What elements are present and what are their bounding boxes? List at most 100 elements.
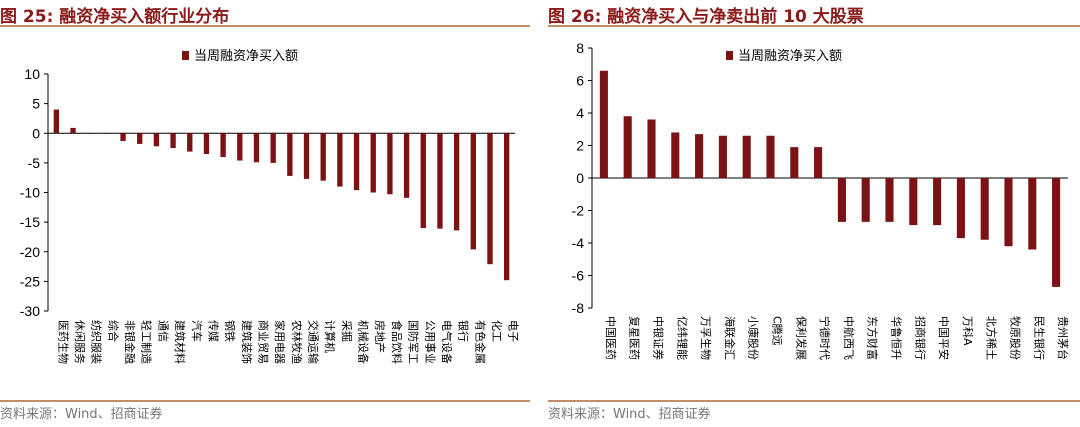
bar: [87, 133, 93, 134]
category-label: 商业贸易: [256, 320, 270, 364]
category-label: 银行: [457, 320, 471, 342]
bar: [695, 134, 704, 178]
bar: [337, 133, 343, 187]
y-tick-label: -10: [20, 185, 40, 201]
bar: [220, 133, 226, 157]
y-tick-label: -15: [20, 214, 40, 230]
category-label: C腾远: [771, 316, 785, 346]
category-label: 非银金融: [123, 320, 137, 364]
legend-swatch: [726, 51, 733, 60]
category-label: 国防军工: [407, 320, 421, 364]
category-label: 食品饮料: [390, 320, 404, 364]
bar: [453, 133, 460, 231]
category-label: 民生银行: [1032, 316, 1046, 360]
category-label: 东方财富: [866, 316, 880, 360]
title-divider: [548, 25, 1080, 27]
category-label: 亿纬锂能: [675, 316, 689, 360]
category-label: 中航西飞: [842, 316, 856, 360]
bar: [120, 133, 126, 141]
legend-label: 当周融资净买入额: [194, 49, 298, 64]
bar: [103, 133, 110, 134]
category-label: 招商银行: [913, 316, 927, 360]
bar: [253, 133, 260, 163]
y-tick-label: 4: [576, 105, 584, 121]
category-label: 传媒: [206, 320, 219, 342]
bar: [303, 133, 310, 179]
category-label: 中国医药: [604, 316, 617, 360]
bar: [237, 133, 243, 161]
bar: [742, 135, 751, 178]
y-tick-label: 2: [576, 138, 584, 154]
category-label: 汽车: [190, 320, 204, 342]
y-tick-label: -6: [572, 268, 585, 284]
source-note: 资料来源：Wind、招商证券: [0, 407, 163, 422]
category-label: 电子: [507, 320, 520, 342]
y-tick-label: -20: [20, 244, 40, 260]
category-label: 中银证券: [652, 316, 666, 360]
category-label: 电气设备: [440, 320, 454, 364]
chart-title: 图 25: 融资净买入额行业分布: [0, 7, 230, 27]
y-tick-label: -2: [572, 203, 585, 219]
y-tick-label: 5: [32, 96, 40, 112]
category-label: 通信: [156, 320, 169, 342]
y-tick-label: -30: [20, 303, 40, 319]
bar: [320, 133, 326, 181]
bar: [53, 109, 60, 134]
bar: [137, 133, 143, 144]
y-tick-label: -8: [572, 300, 585, 316]
y-tick-label: 6: [576, 73, 584, 89]
y-tick-label: 0: [576, 170, 584, 186]
category-label: 中国平安: [937, 316, 951, 360]
chart-title: 图 26: 融资净买入与净卖出前 10 大股票: [548, 7, 864, 27]
bar: [909, 178, 918, 226]
bar: [70, 127, 76, 134]
category-label: 建筑装饰: [240, 320, 254, 364]
category-label: 万孚生物: [699, 316, 713, 360]
category-label: 化工: [490, 320, 504, 342]
category-label: 农林牧渔: [290, 320, 304, 364]
bar: [270, 133, 276, 163]
y-tick-label: -4: [572, 235, 585, 251]
category-label: 房地产: [373, 320, 387, 353]
bar: [718, 135, 727, 178]
bar: [387, 133, 393, 195]
category-label: 计算机: [323, 320, 337, 353]
bar: [403, 133, 410, 198]
right-chart-panel: 图 26: 融资净买入与净卖出前 10 大股票 8 6 4 2 0 -2 -4 -6 -8 当周融…: [548, 0, 1080, 427]
bar: [203, 133, 210, 154]
bar: [420, 133, 426, 229]
category-label: 小康股份: [747, 316, 761, 360]
bar: [437, 133, 443, 229]
y-tick-label: 0: [32, 125, 40, 141]
y-tick-label: -25: [20, 273, 40, 289]
bar: [1028, 178, 1037, 250]
legend-label: 当周融资净买入额: [738, 49, 842, 64]
bottom-divider: [0, 400, 530, 402]
category-label: 医药生物: [56, 320, 70, 364]
bar: [980, 178, 989, 240]
bar: [370, 133, 376, 193]
bar: [487, 133, 493, 265]
bar: [671, 132, 680, 178]
category-label: 家用电器: [273, 320, 287, 364]
category-label: 华鲁恒升: [890, 316, 904, 360]
bar: [861, 178, 870, 222]
source-note: 资料来源：Wind、招商证券: [548, 407, 711, 422]
bar: [885, 178, 894, 222]
category-label: 综合: [106, 320, 120, 342]
category-label: 牧原股份: [1009, 316, 1023, 360]
bar: [790, 147, 799, 178]
category-label: 机械设备: [357, 320, 371, 364]
y-tick-label: -5: [28, 155, 41, 171]
bar: [170, 133, 176, 149]
left-chart-panel: 图 25: 融资净买入额行业分布 10 5 0 -5 -10 -15 -20 -25 -30 当周…: [0, 0, 530, 427]
title-divider: [0, 25, 530, 27]
category-label: 保利发展: [794, 316, 808, 360]
bar: [933, 178, 942, 226]
y-tick-label: 8: [576, 40, 584, 56]
bar: [153, 133, 160, 147]
bar: [766, 135, 775, 178]
category-label: 北方稀土: [985, 316, 999, 360]
